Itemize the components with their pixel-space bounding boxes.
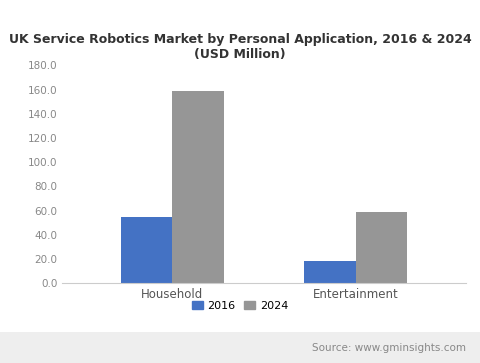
Bar [304,261,356,283]
Bar [121,217,172,283]
Text: UK Service Robotics Market by Personal Application, 2016 & 2024
(USD Million): UK Service Robotics Market by Personal A… [9,33,471,61]
Text: Source: www.gminsights.com: Source: www.gminsights.com [312,343,466,353]
Bar [172,91,224,283]
Bar [356,212,407,283]
Legend: 2016, 2024: 2016, 2024 [187,297,293,316]
